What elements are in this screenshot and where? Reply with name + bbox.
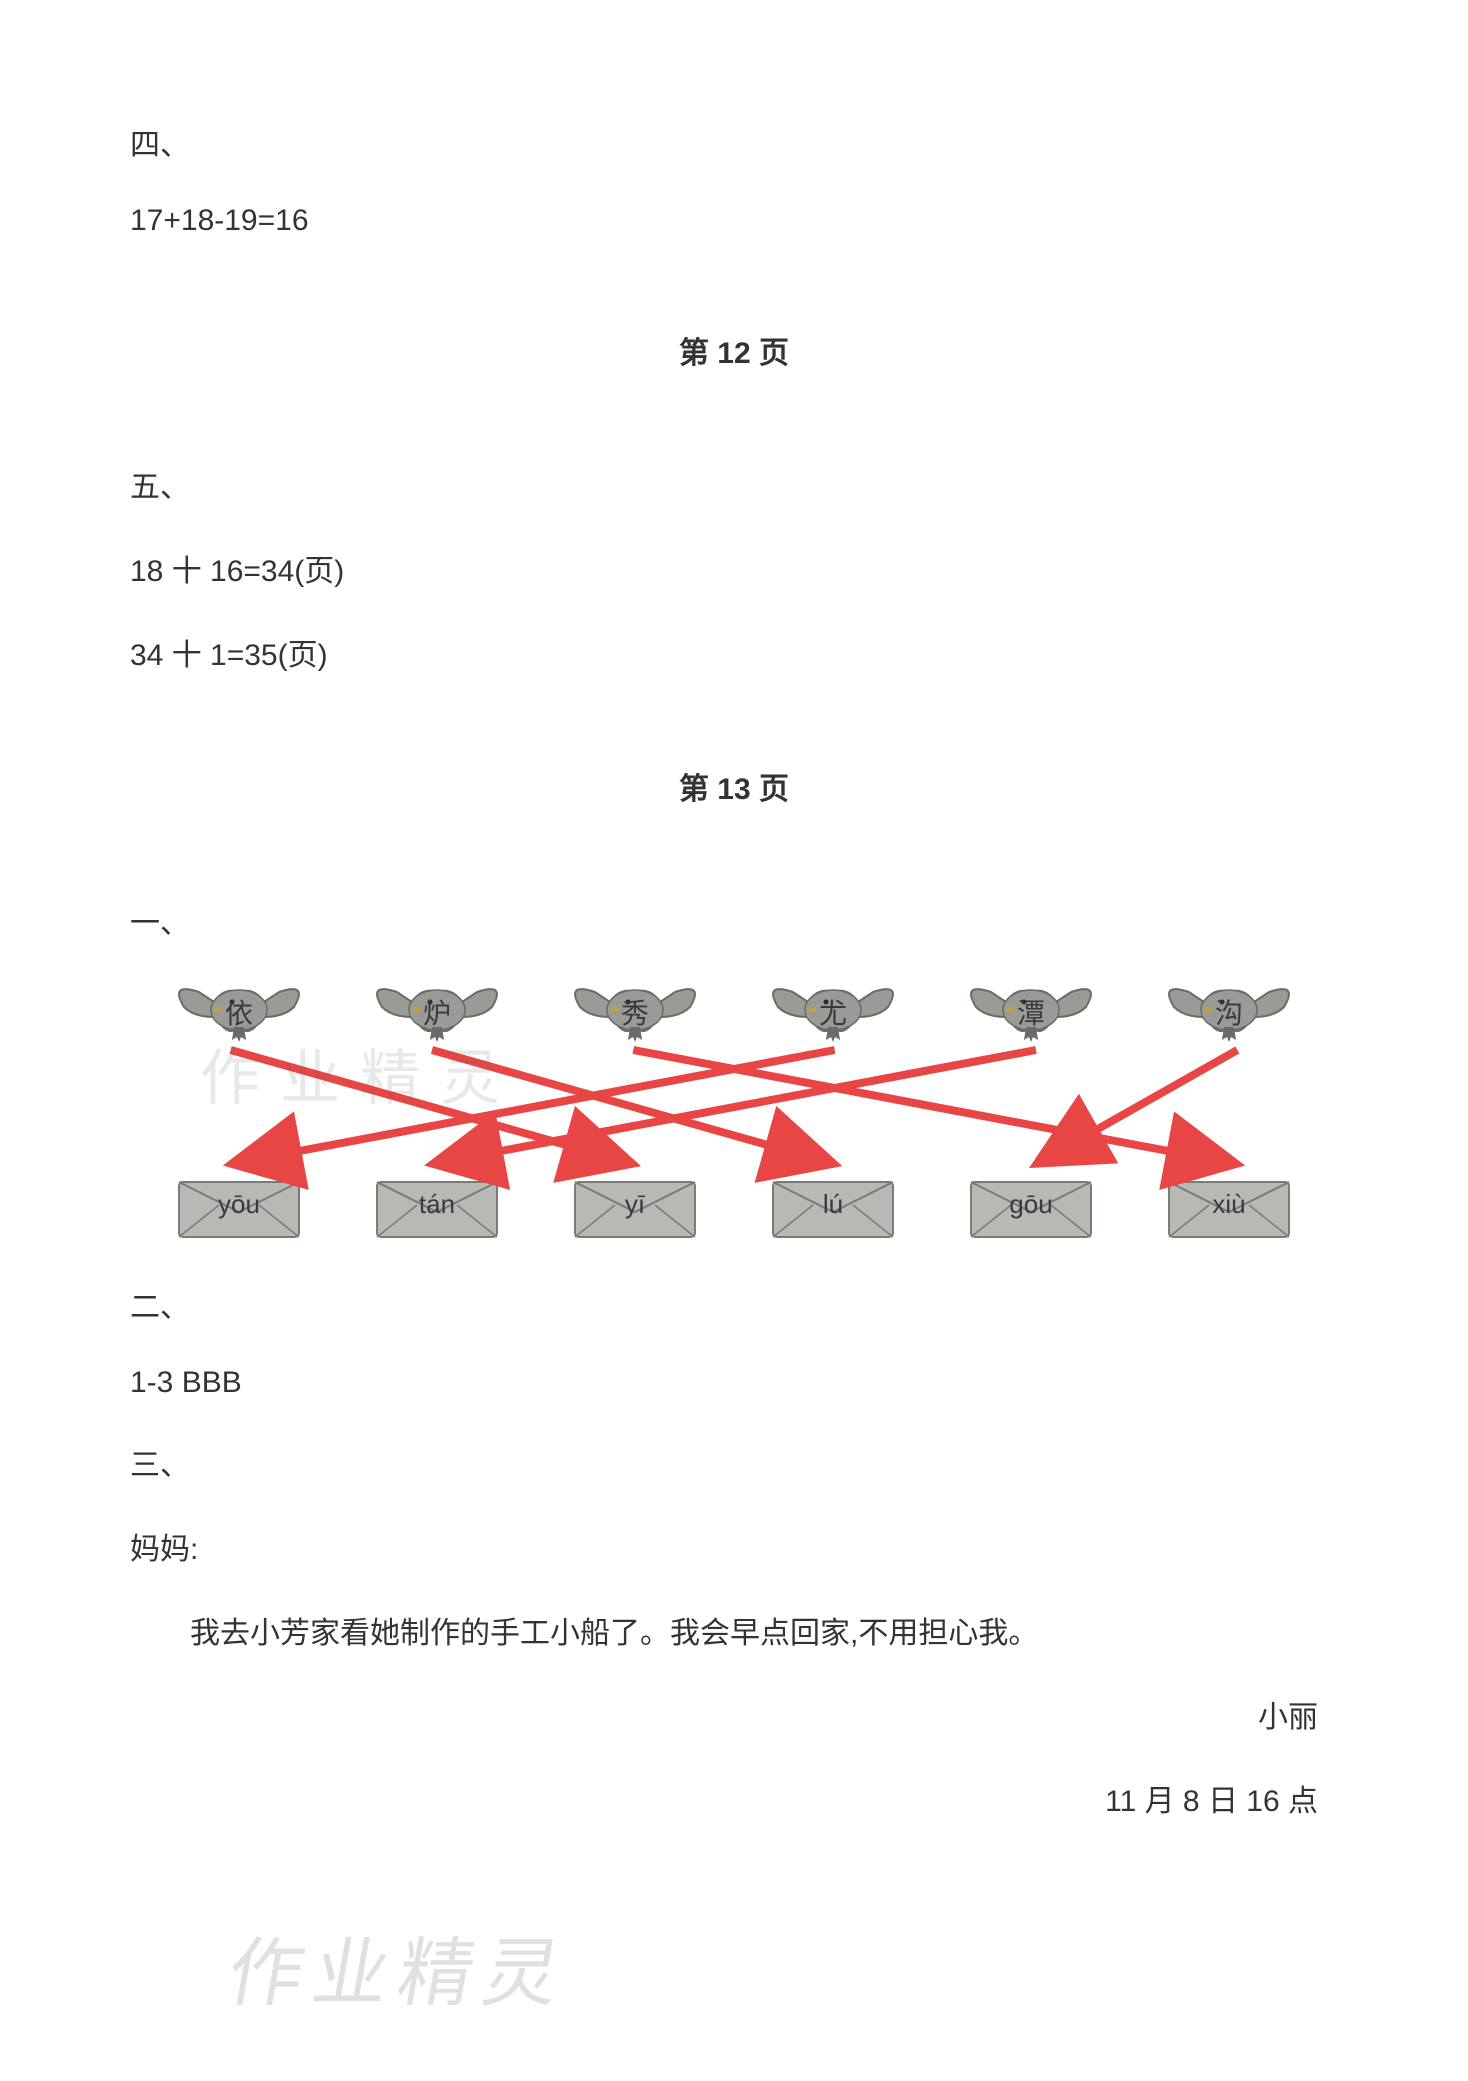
envelope-text-4: gōu (1009, 1189, 1052, 1220)
letter-salutation: 妈妈: (130, 1524, 1338, 1568)
section-1-label: 一、 (130, 898, 1338, 942)
bird-char-5: 沟 (1215, 992, 1243, 1032)
envelope-text-0: yōu (218, 1189, 260, 1220)
arrows-layer (130, 962, 1338, 1242)
section-5-line1: 18 十 16=34(页) (130, 546, 1338, 590)
bird-char-0: 依 (225, 992, 253, 1032)
bird-char-2: 秀 (621, 992, 649, 1032)
letter-body: 我去小芳家看她制作的手工小船了。我会早点回家,不用担心我。 (130, 1608, 1338, 1652)
section-2-answer: 1-3 BBB (130, 1366, 1338, 1400)
section-5-label: 五、 (130, 462, 1338, 506)
letter-signature: 小丽 (130, 1692, 1338, 1736)
watermark-2: 作业精灵 (220, 1912, 579, 2021)
page-13-header: 第 13 页 (130, 764, 1338, 808)
letter-date: 11 月 8 日 16 点 (130, 1776, 1338, 1820)
bird-char-3: 尤 (819, 992, 847, 1032)
section-4-equation: 17+18-19=16 (130, 204, 1338, 238)
section-5-line2: 34 十 1=35(页) (130, 630, 1338, 674)
envelope-text-3: lú (823, 1189, 843, 1220)
section-2-label: 二、 (130, 1282, 1338, 1326)
section-4-label: 四、 (130, 120, 1338, 164)
section-3-label: 三、 (130, 1440, 1338, 1484)
page-12-header: 第 12 页 (130, 328, 1338, 372)
envelope-text-5: xiù (1212, 1189, 1245, 1220)
matching-diagram: 依 炉 秀 尤 (130, 962, 1338, 1242)
envelope-text-1: tán (419, 1189, 455, 1220)
bird-char-1: 炉 (423, 992, 451, 1032)
bird-char-4: 潭 (1017, 992, 1045, 1032)
envelope-text-2: yī (625, 1189, 645, 1220)
